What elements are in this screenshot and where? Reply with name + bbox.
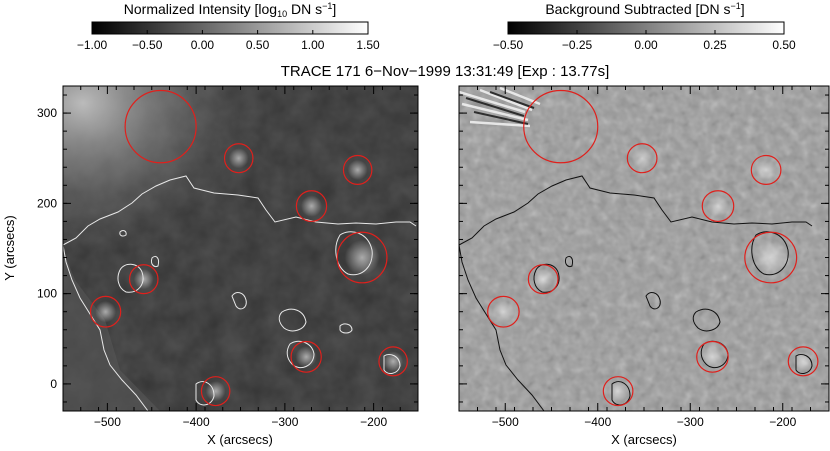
bright-point: [347, 159, 368, 181]
feature-circle: [787, 346, 819, 377]
y-tick-label: 0: [50, 377, 57, 391]
feature-circle: [523, 89, 599, 164]
bright-point: [344, 239, 380, 276]
feature-circle: [124, 89, 197, 164]
bright-point: [755, 159, 777, 181]
feature-circle: [602, 376, 634, 407]
left-panel: −500 −400 −300 −200 0 100 200 300 X (arcsecs) Y…: [2, 85, 419, 447]
x-tick-label: −200: [360, 415, 387, 429]
left-ylabel: Y (arcsecs): [2, 215, 17, 281]
bright-point: [752, 239, 789, 276]
bright-point: [631, 148, 653, 169]
feature-circle: [290, 340, 322, 373]
feature-circle: [750, 154, 782, 186]
colorbar-left-label: Normalized Intensity [log10 DN s−1]: [124, 1, 336, 19]
bright-point: [607, 381, 629, 402]
left-xlabel: X (arcsecs): [207, 432, 273, 447]
bright-point: [95, 300, 117, 323]
feature-circle: [487, 295, 520, 328]
colorbar-tick-label: −0.25: [562, 38, 593, 52]
feature-circle: [336, 231, 388, 284]
colorbar-tick-label: 1.00: [301, 38, 325, 52]
colorbar-tick-label: 0.00: [191, 38, 215, 52]
bright-points: [95, 148, 404, 402]
coronal-hole-contour-right: [459, 175, 813, 411]
x-tick-label: −500: [492, 415, 519, 429]
left-axes: −500 −400 −300 −200 0 100 200 300: [37, 86, 419, 429]
feature-circle: [744, 231, 798, 284]
bright-point: [383, 351, 404, 372]
colorbar-right-label: Background Subtracted [DN s−1]: [545, 1, 744, 17]
right-panel: −500 −400 −300 −200 X (arcsecs): [458, 85, 830, 447]
feature-circle: [701, 190, 735, 223]
bright-point: [492, 300, 515, 323]
y-tick-label: 200: [37, 196, 57, 210]
colorbar-tick-label: −0.50: [132, 38, 163, 52]
feature-circle: [696, 340, 729, 373]
colorbar-tick-label: −1.00: [77, 38, 108, 52]
coronal-hole-contour: [63, 175, 417, 411]
right-axes: −500 −400 −300 −200: [458, 86, 830, 429]
small-contours: [117, 230, 401, 406]
feature-circle: [223, 143, 254, 174]
active-region-glow: [63, 86, 263, 256]
x-tick-label: −200: [769, 415, 796, 429]
left-circles: [89, 89, 408, 407]
colorbar-left: Normalized Intensity [log10 DN s−1] −1.0…: [77, 1, 380, 52]
bright-point: [532, 269, 554, 290]
feature-circle: [626, 143, 658, 174]
figure-title: TRACE 171 6−Nov−1999 13:31:49 [Exp : 13.…: [281, 63, 610, 80]
colorbar-tick-label: 0.25: [703, 38, 727, 52]
bright-point: [701, 346, 724, 368]
x-tick-label: −500: [94, 415, 121, 429]
feature-circle: [89, 295, 122, 328]
feature-circle: [378, 346, 408, 377]
active-region-streaks: [459, 86, 541, 128]
colorbar-left-ticks: −1.00 −0.50 0.00 0.50 1.00 1.50: [77, 30, 380, 52]
feature-circle: [527, 264, 559, 295]
bright-point: [228, 148, 249, 169]
feature-circle: [342, 154, 373, 186]
bright-point: [300, 195, 323, 217]
bright-point: [706, 195, 730, 217]
x-tick-label: −400: [183, 415, 210, 429]
colorbar-tick-label: 0.00: [634, 38, 658, 52]
right-xlabel: X (arcsecs): [611, 432, 677, 447]
colorbar-tick-label: 0.50: [246, 38, 270, 52]
x-tick-label: −400: [584, 415, 611, 429]
bright-point: [133, 269, 154, 290]
feature-circle: [128, 264, 159, 295]
x-tick-label: −300: [271, 415, 298, 429]
x-tick-label: −300: [677, 415, 704, 429]
colorbar-tick-label: −0.50: [493, 38, 524, 52]
right-circles: [487, 89, 819, 407]
colorbar-tick-label: 0.50: [772, 38, 796, 52]
colorbar-left-gradient: [91, 21, 369, 35]
colorbar-right-ticks: −0.50 −0.25 0.00 0.25 0.50: [493, 30, 796, 52]
feature-circle: [200, 376, 231, 407]
y-tick-label: 100: [37, 287, 57, 301]
y-tick-label: 300: [37, 106, 57, 120]
colorbar-right: Background Subtracted [DN s−1] −0.50 −0.2…: [493, 1, 796, 52]
bright-point: [792, 351, 814, 372]
colorbar-tick-label: 1.50: [356, 38, 380, 52]
feature-circle: [295, 190, 328, 223]
